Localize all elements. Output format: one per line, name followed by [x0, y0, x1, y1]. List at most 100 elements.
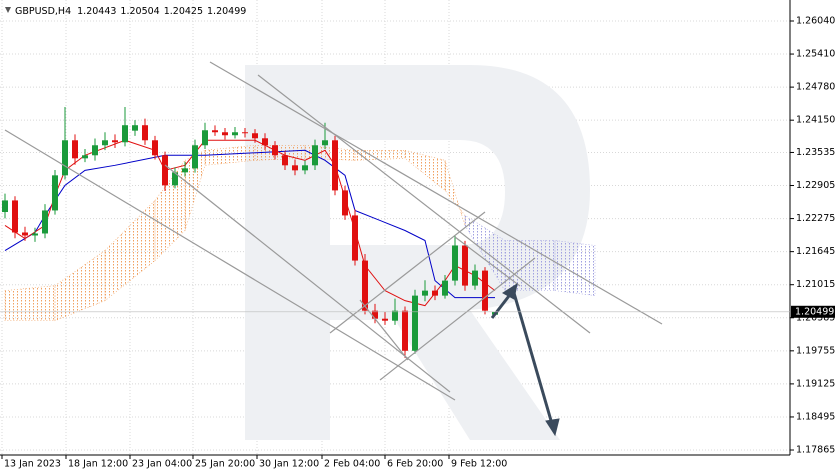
candle-body	[142, 125, 148, 141]
arrowhead	[545, 418, 560, 437]
candle-body	[442, 280, 448, 296]
y-tick-label: 1.24780	[796, 82, 835, 93]
candle-body	[162, 155, 168, 186]
candle-body	[432, 290, 438, 296]
candle-body	[352, 215, 358, 261]
last-open: 1.20443	[77, 6, 116, 17]
x-tick-label: 30 Jan 12:00	[259, 459, 319, 470]
candle-body	[12, 200, 18, 233]
cloud-segment	[104, 199, 156, 302]
candle-body	[202, 130, 208, 146]
last-close: 1.20499	[207, 6, 246, 17]
candle-body	[392, 310, 398, 321]
cloud-segment	[504, 240, 556, 291]
candle-body	[32, 233, 38, 236]
candle-body	[122, 125, 128, 143]
candle-body	[232, 132, 238, 136]
axis-labels: 1.26040 1.25410 1.24780 1.24150 1.23535 1.229…	[0, 15, 835, 470]
candle-body	[62, 140, 68, 176]
candle-body	[172, 172, 178, 186]
candle-body	[182, 168, 188, 173]
trend-lines	[4, 61, 663, 401]
y-tick-label: 1.21645	[796, 246, 835, 257]
y-tick-label: 1.22905	[796, 180, 835, 191]
channel-line	[329, 211, 486, 334]
cloud-segment	[204, 144, 256, 166]
x-tick-label: 2 Feb 04:00	[324, 459, 380, 470]
trend-line	[209, 61, 663, 325]
forecast-arrows	[490, 282, 560, 437]
candle-body	[332, 140, 338, 191]
candle-body	[242, 132, 248, 134]
candle-body	[72, 140, 78, 159]
candle-body	[292, 165, 298, 171]
cloud-segment	[4, 285, 56, 322]
candle-body	[22, 232, 28, 236]
chart-title: GBPUSD,H4 1.20443 1.20504 1.20425 1.20499	[15, 6, 246, 17]
x-tick-label: 6 Feb 20:00	[387, 459, 443, 470]
candle-body	[112, 140, 118, 143]
candle-body	[102, 140, 108, 146]
last-low: 1.20425	[164, 6, 203, 17]
candle-body	[362, 260, 368, 311]
candle-body	[302, 165, 308, 171]
candle-body	[82, 155, 88, 159]
candle-body	[372, 310, 378, 319]
y-tick-label: 1.17865	[796, 445, 835, 456]
x-tick-label: 9 Feb 12:00	[451, 459, 507, 470]
cloud-segment	[554, 240, 596, 296]
watermark	[245, 65, 590, 440]
trend-line	[4, 129, 456, 401]
last-high: 1.20504	[120, 6, 159, 17]
candle-body	[252, 133, 258, 139]
cloud-segment	[184, 149, 206, 231]
candle-body	[272, 145, 278, 156]
x-tick-label: 23 Jan 04:00	[132, 459, 192, 470]
candle-body	[402, 310, 408, 351]
kijun-line	[4, 149, 495, 299]
price-label: 1.20499	[795, 306, 834, 317]
candle-body	[42, 210, 48, 234]
candle-body	[152, 140, 158, 156]
y-tick-label: 1.22275	[796, 213, 835, 224]
y-tick-label: 1.24150	[796, 115, 835, 126]
channel-line	[454, 236, 521, 287]
price-box	[791, 305, 835, 318]
candle-body	[52, 175, 58, 211]
candle-body	[422, 290, 428, 296]
cloud-segment	[404, 149, 446, 192]
candle-body	[192, 145, 198, 169]
candle-body	[132, 125, 138, 131]
candle-body	[452, 245, 458, 281]
candle-body	[212, 130, 218, 133]
candle-body	[342, 190, 348, 216]
candle-body	[482, 270, 488, 311]
candle-body	[312, 145, 318, 166]
arrow-down	[512, 292, 554, 425]
title-icon	[5, 7, 11, 13]
y-tick-label: 1.23535	[796, 147, 835, 158]
x-tick-label: 18 Jan 12:00	[68, 459, 128, 470]
y-tick-label: 1.19125	[796, 378, 835, 389]
candle-body	[322, 140, 328, 146]
y-tick-label: 1.19755	[796, 345, 835, 356]
y-tick-label: 1.18495	[796, 411, 835, 422]
candle-body	[472, 270, 478, 286]
candle-body	[92, 145, 98, 156]
candle-body	[262, 138, 268, 146]
x-tick-label: 25 Jan 20:00	[195, 459, 255, 470]
candle-body	[222, 132, 228, 136]
x-tick-label: 13 Jan 2023	[4, 459, 61, 470]
y-tick-label: 1.25410	[796, 49, 835, 60]
candle-body	[282, 155, 288, 166]
symbol: GBPUSD,H4	[15, 6, 71, 17]
candle-body	[412, 295, 418, 351]
trend-line	[257, 74, 591, 334]
candle-body	[2, 200, 8, 213]
y-tick-label: 1.26040	[796, 15, 835, 26]
trend-line	[164, 164, 451, 393]
candle-body	[382, 318, 388, 321]
y-tick-label: 1.21015	[796, 279, 835, 290]
